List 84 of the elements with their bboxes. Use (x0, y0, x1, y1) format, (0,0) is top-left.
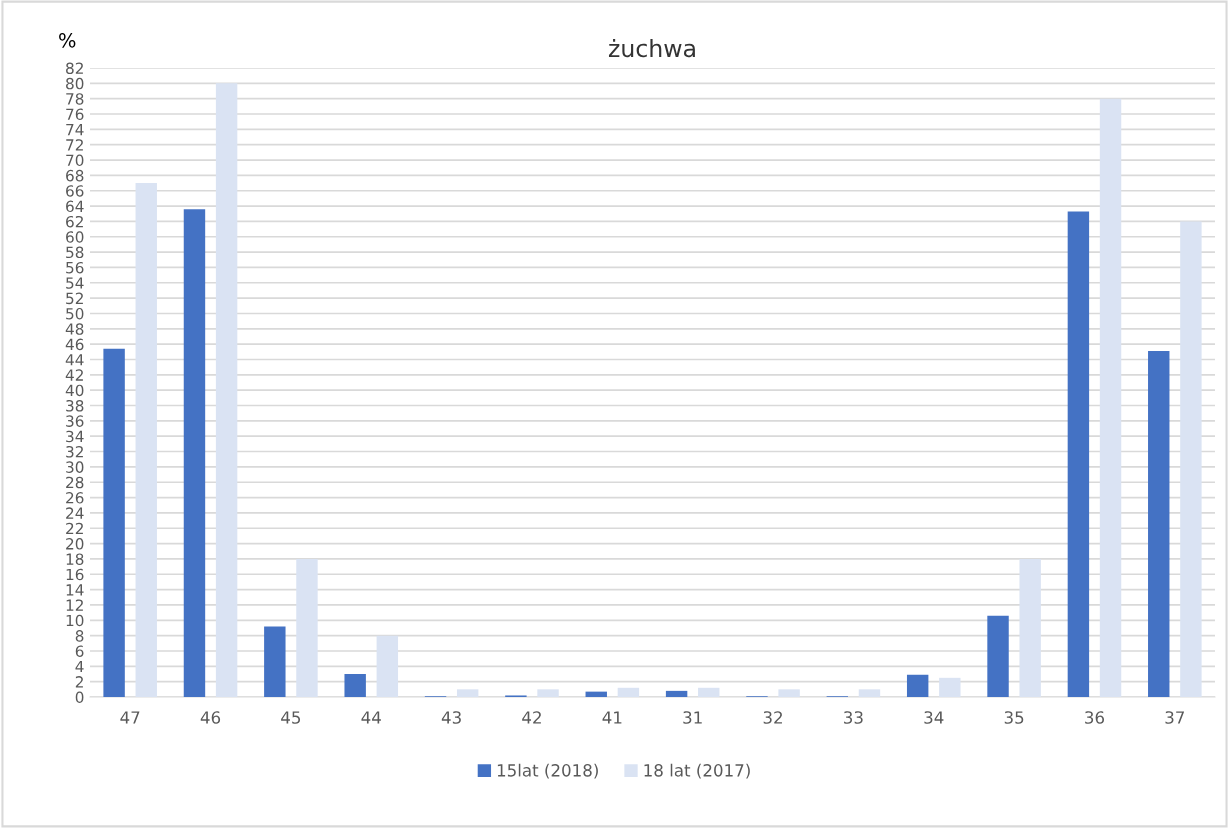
bar (778, 689, 800, 697)
bar (264, 626, 286, 697)
x-tick-label: 45 (281, 711, 301, 724)
bar (183, 209, 206, 697)
bar (103, 348, 125, 697)
y-tick-label: 2 (75, 676, 83, 688)
bar (456, 689, 479, 697)
y-tick-label: 34 (66, 430, 84, 443)
chart-title: żuchwa (608, 38, 695, 58)
x-tick-label: 31 (683, 711, 702, 724)
x-tick-label: 35 (1004, 711, 1024, 724)
y-tick-label: 22 (66, 522, 83, 535)
y-tick-label: 8 (75, 630, 84, 642)
y-tick-label: 42 (65, 369, 83, 381)
legend-label: 18 lat (2017) (644, 763, 750, 779)
bar (1019, 558, 1041, 697)
bar (537, 689, 559, 697)
y-tick-label: 68 (66, 169, 84, 182)
y-tick-label: 28 (66, 476, 84, 489)
bar (1099, 98, 1122, 697)
y-tick-label: 36 (66, 415, 84, 427)
bar (906, 674, 929, 697)
bar (617, 687, 640, 697)
y-tick-label: 40 (65, 384, 84, 397)
bar (585, 691, 607, 697)
y-tick-label: 62 (66, 215, 83, 228)
x-tick-label: 46 (200, 711, 221, 724)
x-tick-label: 33 (844, 711, 863, 724)
x-tick-label: 44 (361, 711, 381, 724)
y-tick-label: 38 (66, 399, 84, 412)
bar (665, 690, 688, 697)
x-tick-label: 37 (1165, 711, 1184, 724)
bar (1067, 211, 1090, 697)
y-axis-title: % (59, 32, 76, 48)
bar (1148, 351, 1170, 697)
y-tick-label: 64 (66, 200, 84, 213)
y-tick-label: 80 (66, 77, 84, 90)
y-tick-label: 56 (66, 261, 84, 274)
y-tick-label: 52 (66, 292, 83, 305)
y-tick-label: 58 (66, 246, 84, 259)
bar (296, 558, 318, 697)
y-tick-label: 48 (65, 323, 84, 335)
y-tick-label: 66 (66, 185, 84, 197)
y-tick-label: 12 (66, 599, 83, 611)
y-tick-label: 4 (75, 660, 84, 673)
y-tick-label: 10 (66, 614, 84, 627)
y-tick-label: 70 (66, 154, 84, 167)
bar (987, 615, 1009, 697)
y-tick-label: 60 (66, 231, 84, 243)
y-tick-label: 54 (66, 277, 84, 289)
bar (344, 673, 366, 697)
bar (939, 677, 961, 697)
y-tick-label: 20 (66, 538, 84, 550)
x-tick-label: 34 (924, 711, 944, 724)
y-tick-label: 78 (66, 93, 84, 105)
y-tick-label: 14 (66, 584, 84, 596)
y-tick-label: 72 (66, 139, 83, 151)
bar (1180, 221, 1202, 697)
y-tick-label: 30 (66, 461, 84, 473)
legend-label: 15lat (2018) (497, 763, 598, 779)
bar (698, 687, 720, 697)
y-tick-label: 44 (65, 354, 84, 366)
y-tick-label: 24 (66, 507, 84, 519)
x-tick-label: 32 (763, 711, 782, 724)
y-tick-label: 32 (66, 446, 83, 458)
y-tick-label: 0 (75, 691, 84, 704)
y-tick-label: 76 (66, 108, 84, 121)
x-tick-label: 42 (522, 711, 541, 724)
y-tick-label: 74 (66, 124, 84, 136)
x-tick-label: 41 (602, 711, 622, 724)
y-tick-label: 82 (66, 62, 83, 75)
y-tick-label: 16 (66, 568, 84, 581)
x-tick-label: 43 (441, 711, 461, 724)
y-tick-label: 26 (66, 492, 84, 504)
x-tick-label: 47 (120, 711, 140, 724)
y-tick-label: 50 (66, 307, 84, 320)
bar (376, 635, 399, 697)
x-tick-label: 36 (1085, 711, 1105, 724)
y-tick-label: 46 (65, 338, 84, 351)
bar (215, 83, 238, 697)
y-tick-label: 6 (75, 645, 84, 657)
y-tick-label: 18 (66, 553, 84, 565)
bar (858, 689, 881, 697)
bar (135, 183, 157, 697)
